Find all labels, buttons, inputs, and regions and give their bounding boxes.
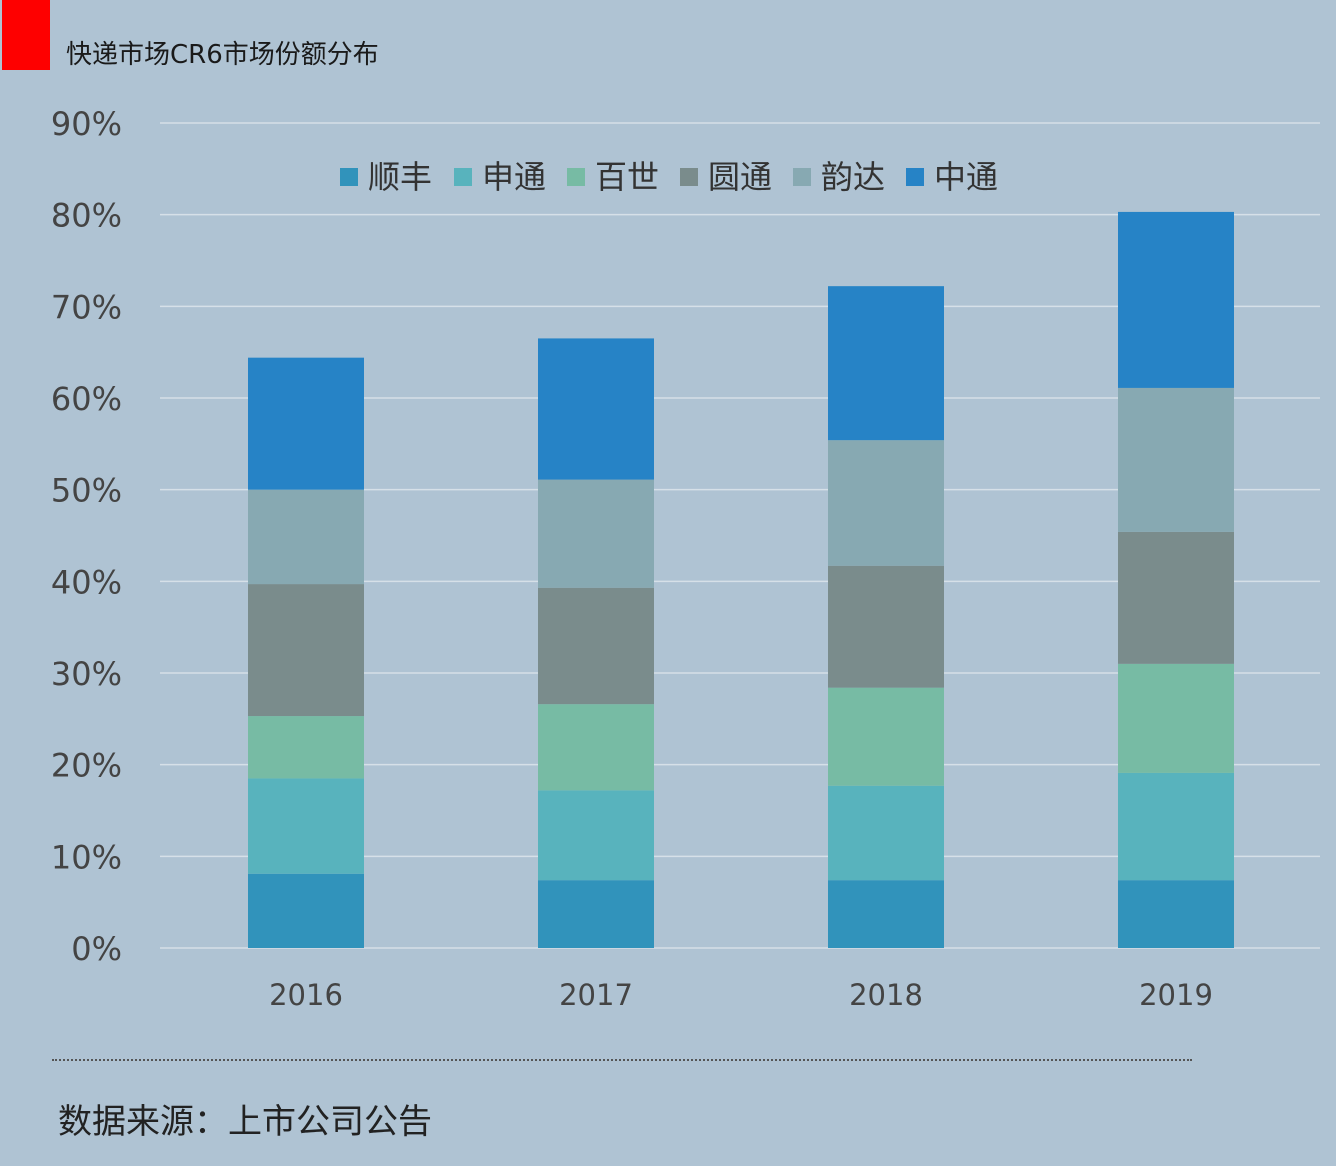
y-tick-label: 30% (51, 655, 122, 693)
bar-segment-百世-2018 (828, 687, 944, 786)
bar-segment-中通-2016 (248, 357, 364, 490)
bar-segment-韵达-2018 (828, 440, 944, 566)
legend-swatch (793, 168, 811, 186)
bar-segment-圆通-2017 (538, 587, 654, 705)
bar-segment-百世-2019 (1118, 663, 1234, 773)
source-note: 数据来源：上市公司公告 (58, 1102, 432, 1142)
y-tick-label: 80% (51, 197, 122, 235)
x-tick-label: 2018 (849, 978, 923, 1012)
bar-segment-百世-2017 (538, 704, 654, 791)
legend-label: 申通 (482, 158, 546, 196)
bar-segment-顺丰-2019 (1118, 880, 1234, 948)
bar-segment-顺丰-2017 (538, 880, 654, 948)
y-tick-label: 60% (51, 380, 122, 418)
legend-label: 顺丰 (368, 158, 432, 196)
y-tick-label: 20% (51, 747, 122, 785)
bar-segment-中通-2019 (1118, 211, 1234, 388)
divider (52, 1059, 1192, 1061)
bar-segment-中通-2018 (828, 286, 944, 441)
x-tick-label: 2019 (1139, 978, 1213, 1012)
legend-swatch (454, 168, 472, 186)
bar-segment-韵达-2016 (248, 489, 364, 585)
legend-swatch (906, 168, 924, 186)
bar-segment-圆通-2019 (1118, 531, 1234, 664)
bar-segment-顺丰-2016 (248, 873, 364, 948)
y-tick-label: 10% (51, 838, 122, 876)
legend-label: 中通 (934, 158, 998, 196)
legend-swatch (340, 168, 358, 186)
y-tick-label: 90% (51, 105, 122, 143)
bar-segment-中通-2017 (538, 338, 654, 480)
bar-segment-百世-2016 (248, 716, 364, 779)
legend-label: 韵达 (821, 158, 885, 196)
bar-segment-申通-2018 (828, 785, 944, 881)
legend-swatch (567, 168, 585, 186)
y-tick-label: 40% (51, 563, 122, 601)
bar-segment-圆通-2018 (828, 565, 944, 688)
title-marker (2, 0, 50, 70)
x-tick-label: 2016 (269, 978, 343, 1012)
legend-label: 圆通 (708, 158, 772, 196)
y-tick-label: 70% (51, 288, 122, 326)
legend-label: 百世 (595, 158, 659, 196)
x-tick-label: 2017 (559, 978, 633, 1012)
y-tick-label: 50% (51, 472, 122, 510)
bar-segment-韵达-2017 (538, 479, 654, 588)
chart-title: 快递市场CR6市场份额分布 (66, 40, 379, 70)
legend-swatch (680, 168, 698, 186)
bar-segment-申通-2019 (1118, 772, 1234, 881)
bar-segment-圆通-2016 (248, 584, 364, 717)
y-tick-label: 0% (71, 930, 122, 968)
bar-segment-顺丰-2018 (828, 880, 944, 948)
bar-segment-申通-2017 (538, 790, 654, 881)
bar-segment-申通-2016 (248, 778, 364, 874)
bar-segment-韵达-2019 (1118, 387, 1234, 532)
